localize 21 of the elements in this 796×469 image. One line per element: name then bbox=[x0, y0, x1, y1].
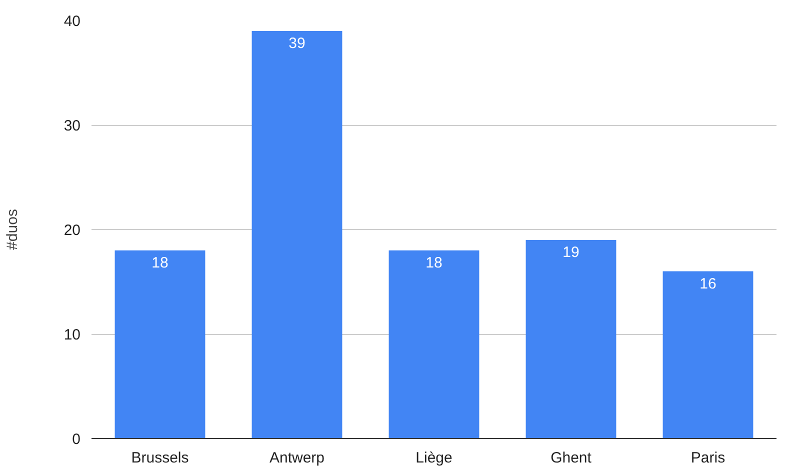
data-label: 39 bbox=[288, 34, 306, 52]
bar bbox=[114, 250, 206, 438]
y-tick-label: 30 bbox=[64, 118, 81, 134]
x-tick-label: Brussels bbox=[131, 450, 189, 466]
x-tick-label: Ghent bbox=[550, 450, 592, 466]
y-axis-title: #duos bbox=[4, 209, 21, 250]
y-tick-label: 20 bbox=[64, 222, 81, 239]
x-tick-label: Antwerp bbox=[269, 450, 325, 466]
y-tick-label: 40 bbox=[64, 13, 81, 30]
bar bbox=[388, 250, 480, 438]
x-tick-label: Liège bbox=[416, 450, 452, 466]
data-label: 18 bbox=[426, 254, 442, 272]
bar bbox=[526, 240, 616, 438]
bar bbox=[252, 30, 342, 438]
bar bbox=[662, 271, 754, 438]
x-tick-label: Paris bbox=[690, 450, 726, 466]
data-label: 16 bbox=[700, 275, 716, 292]
y-tick-label: 0 bbox=[72, 431, 80, 448]
y-tick-label: 10 bbox=[64, 326, 81, 344]
data-label: 18 bbox=[152, 254, 168, 272]
data-label: 19 bbox=[562, 244, 580, 261]
